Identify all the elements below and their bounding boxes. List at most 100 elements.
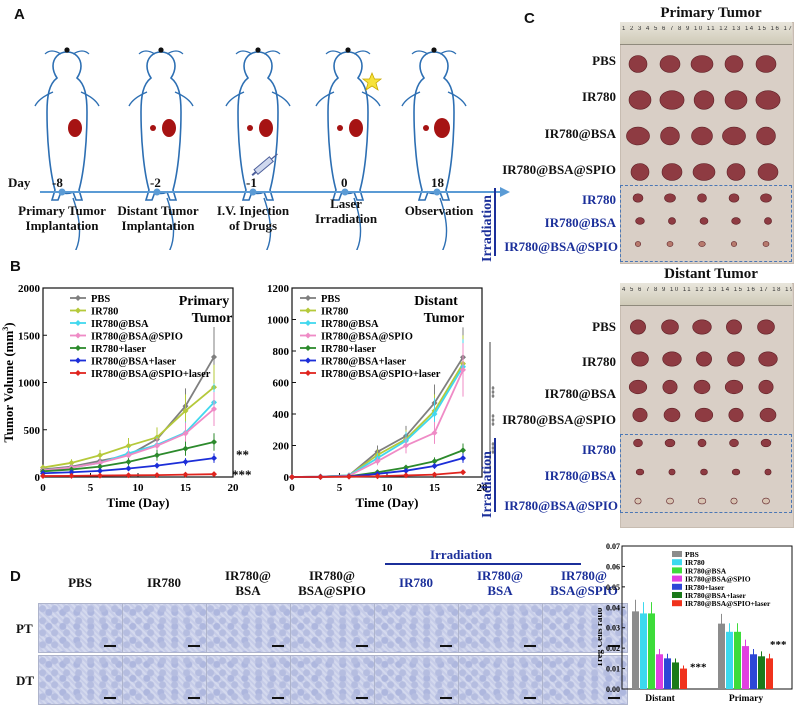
- primary-tumor: [724, 55, 744, 73]
- primary-point: [97, 467, 103, 474]
- distant-tumor: [664, 438, 676, 448]
- primary-point: [125, 465, 132, 472]
- primary-label-ir780-bsa: IR780@BSA: [544, 126, 616, 141]
- primary-legend-marker: [75, 370, 81, 376]
- distant-legend-text: IR780+laser: [321, 344, 376, 355]
- distant-tumor: [631, 351, 649, 367]
- primary-point: [68, 469, 75, 476]
- treg-ytick-label: 0.07: [606, 542, 620, 551]
- distant-tumor: [692, 319, 712, 335]
- histology-image: [290, 655, 376, 705]
- distant-sig-1: ***: [490, 386, 499, 398]
- primary-point: [154, 462, 160, 469]
- primary-legend-text: IR780@BSA@SPIO: [91, 332, 183, 343]
- distant-xtick-label: 20: [477, 482, 489, 494]
- primary-irradiation-bar: [494, 188, 496, 256]
- distant-tumor: [757, 319, 775, 335]
- primary-tumor: [635, 241, 642, 247]
- primary-tumor: [699, 217, 709, 225]
- primary-ruler-numbers: 1 2 3 4 5 6 7 8 9 10 11 12 13 14 15 16 1…: [622, 26, 792, 32]
- timeline-event-4-line2: Irradiation: [314, 211, 378, 226]
- treg-legend-swatch: [672, 567, 682, 574]
- distant-ytick-label: 1000: [267, 315, 290, 327]
- primary-ytick-label: 1000: [18, 378, 41, 390]
- distant-tumor: [730, 497, 738, 505]
- timeline-figure: [34, 46, 510, 250]
- distant-legend-marker: [305, 357, 311, 364]
- distant-tumor: [731, 468, 741, 476]
- primary-tumor: [664, 193, 676, 203]
- distant-tumor-title: Distant Tumor: [664, 266, 758, 282]
- distant-tumor: [630, 319, 646, 335]
- primary-title-line1: Primary: [179, 294, 230, 309]
- primary-legend-text: IR780@BSA@SPIO+laser: [91, 369, 211, 380]
- timeline-day-3: -1: [246, 175, 257, 190]
- scale-bar: [104, 645, 116, 647]
- primary-ytick-label: 2000: [18, 283, 41, 295]
- primary-label-irr-ir780: IR780: [582, 192, 616, 207]
- primary-irradiation-label: Irradiation: [480, 195, 495, 262]
- distant-tumor: [762, 497, 770, 505]
- primary-point: [211, 353, 217, 360]
- distant-ruler-numbers: 4 5 6 7 8 9 10 11 12 13 14 15 16 17 18 1…: [622, 287, 792, 293]
- distant-tumor: [724, 379, 744, 395]
- distant-tumor: [661, 319, 679, 335]
- treg-bar: [648, 613, 655, 689]
- distant-point: [460, 366, 466, 373]
- timeline-event-1: Primary Tumor Implantation: [10, 203, 114, 233]
- histology-irradiation-line: [385, 563, 581, 565]
- histology-image: [542, 655, 628, 705]
- primary-xtick-label: 0: [40, 482, 46, 494]
- treg-bar: [750, 654, 757, 689]
- distant-legend-text: IR780: [321, 307, 348, 318]
- distant-point: [431, 429, 438, 436]
- treg-legend-swatch: [672, 559, 682, 566]
- primary-point: [211, 455, 217, 462]
- distant-legend-marker: [305, 345, 311, 351]
- row-label-pt: PT: [16, 621, 33, 636]
- histology-image: [206, 655, 292, 705]
- timeline-day-4: 0: [341, 175, 348, 190]
- treg-ytick-label: 0.06: [606, 562, 620, 571]
- histology-image: [374, 655, 460, 705]
- timeline-event-3-line2: of Drugs: [228, 218, 278, 233]
- distant-tumor: [696, 351, 712, 367]
- primary-tumor: [626, 126, 650, 146]
- distant-point: [403, 464, 409, 471]
- primary-tumor: [764, 217, 772, 225]
- treg-legend-text: IR780@BSA: [685, 566, 727, 575]
- distant-legend-text: IR780@BSA@SPIO+laser: [321, 369, 441, 380]
- timeline-day-5: 18: [431, 175, 444, 190]
- distant-label-irr-ir780: IR780: [582, 442, 616, 457]
- distant-tumor: [666, 497, 674, 505]
- primary-legend-marker: [75, 320, 81, 326]
- treg-bar: [632, 611, 639, 689]
- distant-ytick-label: 0: [284, 472, 290, 484]
- distant-title-line2: Tumor: [424, 311, 465, 326]
- treg-bar: [664, 658, 671, 689]
- histology-col-label-4: IR780@: [308, 568, 356, 583]
- treg-bar-chart: 0.00 0.01 0.02 0.03 0.04 0.05 0.06 0.07 Treg Cel…: [598, 542, 793, 704]
- row-label-dt: DT: [16, 673, 35, 688]
- treg-bar: [680, 668, 687, 689]
- scale-bar: [608, 645, 620, 647]
- panel-label-d: D: [10, 568, 21, 585]
- primary-tumor: [666, 241, 674, 247]
- distant-point: [317, 474, 324, 480]
- primary-tumor: [632, 193, 644, 203]
- treg-bar: [734, 631, 741, 689]
- primary-tumor: [757, 163, 779, 181]
- distant-xtick-label: 10: [382, 482, 394, 494]
- treg-bar: [672, 662, 679, 689]
- primary-tumor: [692, 163, 716, 181]
- distant-label-ir780-bsa: IR780@BSA: [544, 386, 616, 401]
- primary-tumor: [693, 90, 715, 110]
- scale-bar: [356, 645, 368, 647]
- timeline-event-4-line1: Laser: [330, 196, 362, 211]
- treg-bar: [718, 623, 725, 689]
- distant-sig-2: ***: [490, 414, 499, 426]
- histology-col-label-1: PBS: [68, 575, 92, 590]
- primary-label-irr-ir780-bsa: IR780@BSA: [544, 215, 616, 230]
- distant-tumor: [728, 407, 744, 423]
- primary-tumor: [668, 217, 676, 225]
